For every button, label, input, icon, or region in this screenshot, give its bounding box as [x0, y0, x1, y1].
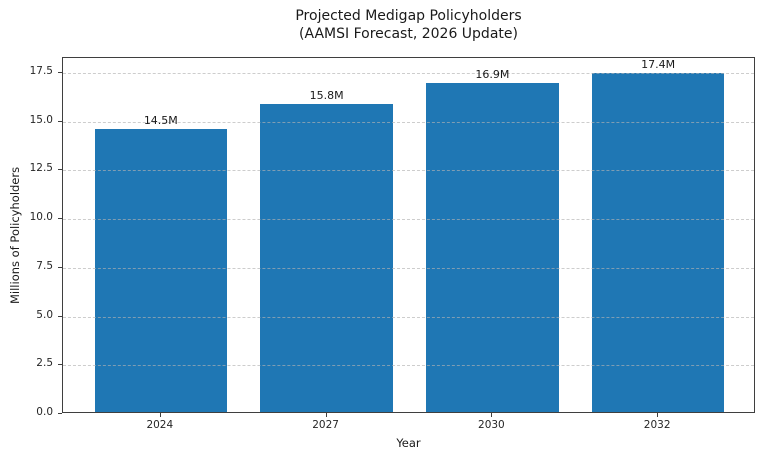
gridline — [63, 316, 754, 318]
y-tick-mark — [58, 364, 62, 366]
bar-value-label: 14.5M — [143, 114, 178, 128]
chart-title: Projected Medigap Policyholders (AAMSI F… — [62, 7, 755, 43]
bar-2024 — [94, 129, 228, 412]
y-tick-mark — [58, 169, 62, 171]
x-tick-mark — [325, 413, 327, 417]
bar-value-label: 17.4M — [641, 57, 676, 71]
gridline — [63, 219, 754, 221]
chart-title-line2: (AAMSI Forecast, 2026 Update) — [299, 26, 518, 42]
bar-2030 — [426, 82, 559, 412]
y-tick-mark — [58, 72, 62, 73]
gridline — [63, 170, 754, 172]
x-tick-mark — [657, 413, 659, 417]
x-axis-label: Year — [396, 436, 421, 450]
plot-area: 14.5M 15.8M 16.9M 17.4M — [62, 57, 755, 413]
x-tick-mark — [159, 413, 161, 417]
y-tick-label: 10.0 — [29, 211, 53, 224]
y-tick-mark — [58, 413, 62, 414]
y-tick-mark — [58, 266, 62, 268]
y-tick-mark — [58, 218, 62, 220]
chart-title-line1: Projected Medigap Policyholders — [295, 8, 522, 24]
y-tick-label: 12.5 — [29, 162, 53, 175]
bar-2032 — [591, 72, 725, 412]
y-tick-label: 17.5 — [29, 65, 53, 77]
x-tick-label-2030: 2030 — [478, 419, 505, 431]
y-tick-label: 2.5 — [36, 357, 53, 370]
x-tick-mark — [491, 413, 493, 417]
bar-2027 — [260, 104, 393, 412]
y-tick-mark — [58, 120, 62, 122]
gridline — [63, 73, 754, 74]
y-tick-mark — [58, 315, 62, 317]
x-tick-label-2024: 2024 — [146, 419, 174, 431]
y-tick-label: 15.0 — [29, 113, 53, 126]
x-tick-label-2032: 2032 — [643, 419, 671, 431]
bar-value-label: 16.9M — [475, 67, 510, 81]
gridline — [63, 365, 754, 367]
x-tick-label-2027: 2027 — [312, 419, 339, 431]
gridline — [63, 267, 754, 269]
bar-value-label: 15.8M — [309, 89, 344, 103]
y-tick-label: 7.5 — [36, 259, 53, 272]
y-tick-label: 5.0 — [36, 308, 53, 321]
y-tick-label: 0.0 — [36, 406, 53, 418]
gridline — [63, 121, 754, 123]
